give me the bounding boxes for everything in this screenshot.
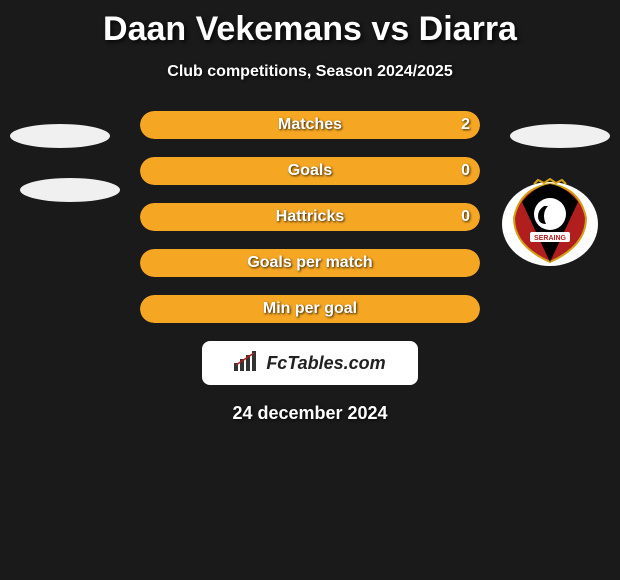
page-subtitle: Club competitions, Season 2024/2025 xyxy=(0,63,620,81)
stat-label: Min per goal xyxy=(263,300,357,318)
date-label: 24 december 2024 xyxy=(0,403,620,424)
stat-label: Matches xyxy=(278,116,342,134)
club-badge: SERAING xyxy=(500,178,600,266)
stat-value-right: 0 xyxy=(461,162,470,180)
stat-row-matches: Matches 2 xyxy=(140,111,480,139)
stat-value-right: 0 xyxy=(461,208,470,226)
stat-row-goals-per-match: Goals per match xyxy=(140,249,480,277)
fctables-text: FcTables.com xyxy=(266,353,385,374)
stat-value-right: 2 xyxy=(461,116,470,134)
stats-container: Matches 2 Goals 0 Hattricks 0 Goals per … xyxy=(140,111,480,323)
player-right-badge-1 xyxy=(510,124,610,148)
page-title: Daan Vekemans vs Diarra xyxy=(0,0,620,49)
stat-row-min-per-goal: Min per goal xyxy=(140,295,480,323)
fctables-logo: FcTables.com xyxy=(202,341,418,385)
player-left-badge-1 xyxy=(10,124,110,148)
stat-row-goals: Goals 0 xyxy=(140,157,480,185)
stat-row-hattricks: Hattricks 0 xyxy=(140,203,480,231)
stat-label: Goals xyxy=(288,162,332,180)
stat-label: Goals per match xyxy=(247,254,372,272)
fctables-bars-icon xyxy=(234,351,260,376)
player-left-badge-2 xyxy=(20,178,120,202)
club-name-text: SERAING xyxy=(534,235,566,242)
stat-label: Hattricks xyxy=(276,208,344,226)
